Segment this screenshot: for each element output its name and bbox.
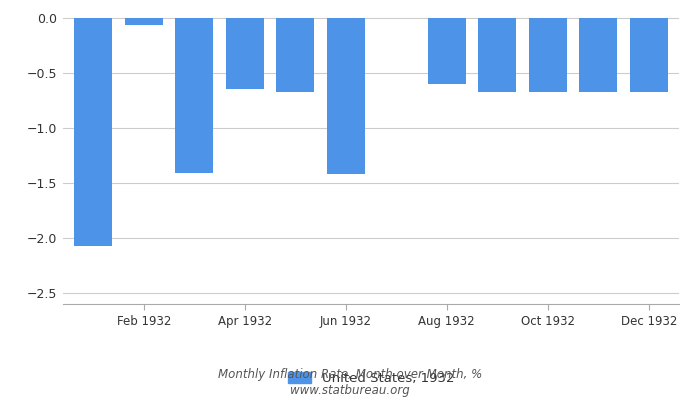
Text: Monthly Inflation Rate, Month over Month, %: Monthly Inflation Rate, Month over Month… (218, 368, 482, 381)
Bar (428, 18, 466, 84)
Bar (630, 18, 668, 92)
Bar (580, 18, 617, 92)
Bar (327, 18, 365, 174)
Bar (175, 18, 214, 173)
Bar (276, 18, 314, 92)
Text: www.statbureau.org: www.statbureau.org (290, 384, 410, 397)
Bar (74, 18, 112, 246)
Bar (478, 18, 516, 92)
Bar (226, 18, 264, 89)
Legend: United States, 1932: United States, 1932 (288, 372, 454, 385)
Bar (528, 18, 567, 92)
Bar (125, 18, 162, 25)
